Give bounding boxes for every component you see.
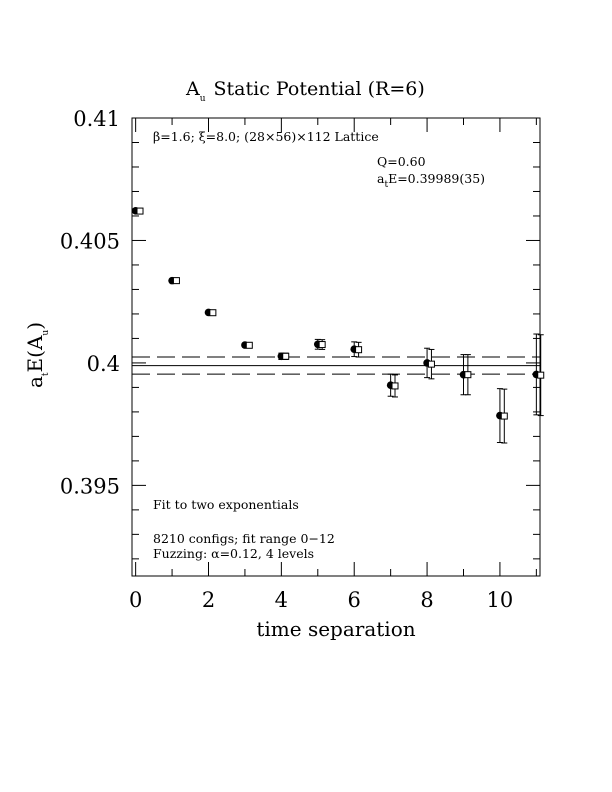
data-point-square (209, 309, 217, 317)
y-tick-label: 0.4 (87, 352, 120, 376)
x-axis-title: time separation (256, 617, 415, 641)
data-point-square (391, 382, 399, 390)
data-point-square (537, 371, 545, 379)
fuzzing-annotation: Fuzzing: α=0.12, 4 levels (153, 546, 314, 561)
y-tick-label: 0.405 (60, 229, 120, 253)
q-annotation: Q=0.60 (377, 154, 426, 169)
y-tick-labels: 0.395 0.4 0.405 0.41 (60, 107, 120, 498)
data-point-square (245, 341, 253, 349)
data-point-square (355, 346, 363, 354)
x-tick-label: 4 (275, 588, 288, 612)
data-point-square (282, 352, 290, 360)
x-tick-label: 10 (487, 588, 514, 612)
x-tick-label: 2 (202, 588, 215, 612)
chart-title: Au Static Potential (R=6) (185, 78, 425, 104)
fit-method-annotation: Fit to two exponentials (153, 497, 299, 512)
data-point-square (427, 360, 435, 368)
data-point-square (500, 412, 508, 420)
plot-frame (131, 117, 541, 577)
data-point-square (136, 207, 144, 215)
x-tick-labels: 0 2 4 6 8 10 (129, 588, 513, 612)
data-point-square (172, 277, 180, 285)
x-tick-label: 0 (129, 588, 142, 612)
x-tick-label: 6 (348, 588, 361, 612)
energy-annotation: atE=0.39989(35) (377, 171, 485, 190)
lattice-annotation: β=1.6; ξ=8.0; (28×56)×112 Lattice (153, 129, 379, 144)
fit-band (132, 356, 540, 375)
x-tick-label: 8 (420, 588, 433, 612)
data-points (131, 207, 545, 444)
y-axis-title: atE(Au) (23, 322, 51, 388)
data-point-square (318, 341, 326, 349)
y-tick-label: 0.395 (60, 474, 120, 498)
configs-annotation: 8210 configs; fit range 0−12 (153, 531, 335, 546)
data-point-square (464, 371, 472, 379)
y-tick-label: 0.41 (73, 107, 120, 131)
